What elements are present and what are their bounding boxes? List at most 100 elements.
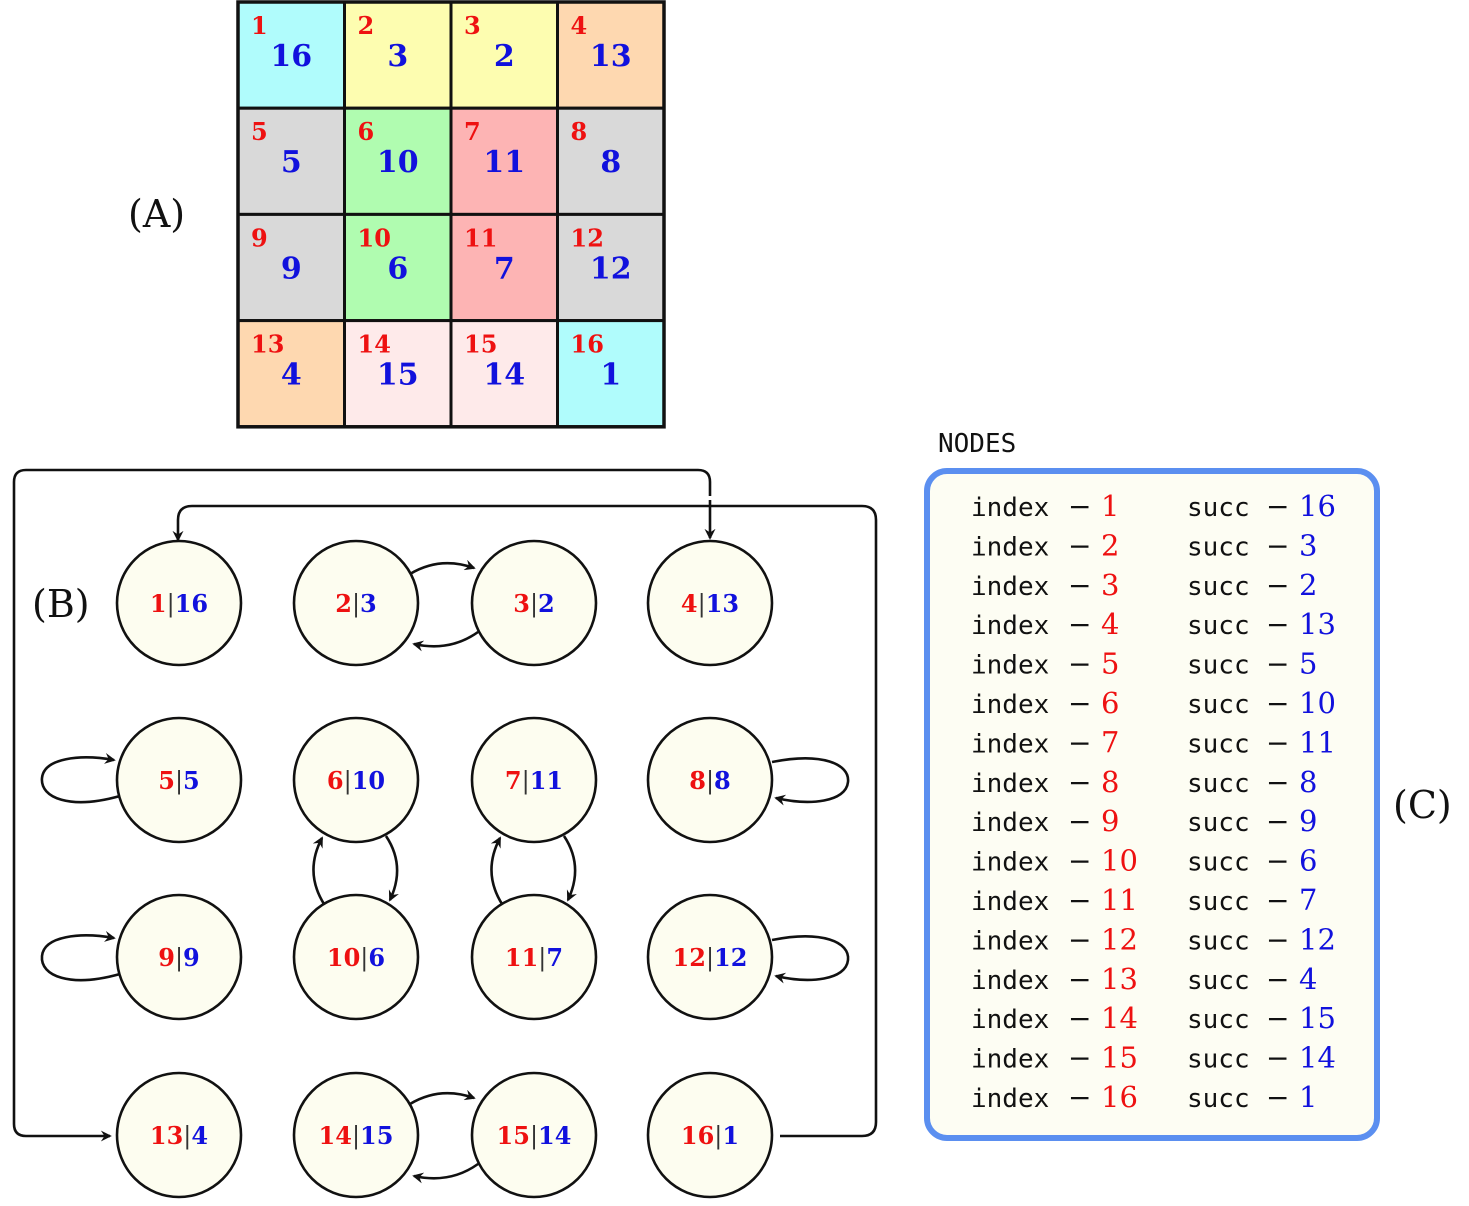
graph-node: 1|16 <box>117 541 241 665</box>
graph-node-label: 2|3 <box>335 589 377 619</box>
graph-node-succ: 8 <box>714 766 731 795</box>
table-index-value: 2 <box>1101 528 1119 562</box>
table-succ-value: 10 <box>1299 686 1336 720</box>
table-succ-word: succ <box>1187 808 1250 838</box>
graph-node-label: 14|15 <box>319 1121 394 1151</box>
graph-node-separator: | <box>522 767 530 796</box>
graph-node: 10|6 <box>294 895 418 1019</box>
table-succ-value: 5 <box>1299 647 1317 681</box>
graph-node: 13|4 <box>117 1073 241 1197</box>
graph-node-index: 6 <box>327 766 344 795</box>
graph-node-label: 9|9 <box>158 943 200 973</box>
grid-cell-value: 13 <box>590 39 632 74</box>
graph-node-separator: | <box>175 944 183 973</box>
table-dash: − <box>1266 490 1289 523</box>
grid-cell-index: 8 <box>571 117 588 146</box>
table-succ-value: 15 <box>1299 1001 1336 1035</box>
graph-node-index: 9 <box>158 943 175 972</box>
table-succ-word: succ <box>1187 848 1250 878</box>
graph-node: 16|1 <box>648 1073 772 1197</box>
table-dash: − <box>1068 845 1091 878</box>
table-index-word: index <box>971 690 1049 720</box>
graph-node-index: 2 <box>335 589 352 618</box>
graph-node-label: 7|11 <box>505 766 563 796</box>
graph-node-index: 13 <box>150 1121 183 1150</box>
nodes-title: NODES <box>938 429 1016 459</box>
graph-node-succ: 12 <box>714 943 747 972</box>
graph-node-separator: | <box>706 944 714 973</box>
grid-cell-index: 1 <box>251 11 268 40</box>
table-dash: − <box>1266 805 1289 838</box>
grid-cell: 99 <box>238 214 345 320</box>
table-index-value: 16 <box>1101 1080 1138 1114</box>
table-dash: − <box>1068 687 1091 720</box>
grid-cell-index: 3 <box>464 11 481 40</box>
table-succ-word: succ <box>1187 532 1250 562</box>
panel-a-label: (A) <box>128 192 185 236</box>
grid-cell-value: 8 <box>600 145 621 180</box>
grid-cell: 161 <box>558 321 665 427</box>
graph-node-separator: | <box>175 767 183 796</box>
grid-cell: 134 <box>238 321 345 427</box>
graph-node-succ: 2 <box>538 589 555 618</box>
grid-cell-index: 9 <box>251 223 268 252</box>
table-dash: − <box>1266 569 1289 602</box>
graph-node-index: 7 <box>505 766 522 795</box>
table-succ-value: 8 <box>1299 765 1317 799</box>
table-index-value: 1 <box>1101 489 1119 523</box>
graph-node: 7|11 <box>472 718 596 842</box>
edge-9-to-9 <box>42 935 120 980</box>
graph-node-index: 11 <box>505 943 538 972</box>
graph-node-index: 5 <box>158 766 175 795</box>
graph-node: 3|2 <box>472 541 596 665</box>
grid-cell-index: 10 <box>358 223 391 252</box>
graph-node-separator: | <box>352 590 360 619</box>
table-dash: − <box>1068 923 1091 956</box>
table-index-value: 8 <box>1101 765 1119 799</box>
table-succ-word: succ <box>1187 1084 1250 1114</box>
graph-node-index: 8 <box>689 766 706 795</box>
graph-node-label: 15|14 <box>497 1121 572 1151</box>
grid-cell-value: 3 <box>387 39 408 74</box>
table-index-word: index <box>971 966 1049 996</box>
grid-cell-value: 4 <box>281 358 302 393</box>
edge-11-to-7 <box>491 838 502 904</box>
table-dash: − <box>1266 1002 1289 1035</box>
grid-cell: 610 <box>345 108 452 214</box>
graph-node-separator: | <box>360 944 368 973</box>
table-index-value: 7 <box>1101 725 1119 759</box>
graph-node-label: 13|4 <box>150 1121 208 1151</box>
graph-node-separator: | <box>344 767 352 796</box>
edge-15-to-14 <box>414 1164 478 1178</box>
table-dash: − <box>1266 529 1289 562</box>
graph-node-label: 5|5 <box>158 766 200 796</box>
table-index-word: index <box>971 1045 1049 1075</box>
grid-cell: 413 <box>558 2 665 108</box>
grid-cell-value: 16 <box>270 39 312 74</box>
table-succ-value: 13 <box>1299 607 1336 641</box>
grid-cell-value: 7 <box>494 251 515 286</box>
table-succ-word: succ <box>1187 611 1250 641</box>
table-succ-value: 14 <box>1299 1041 1336 1075</box>
edge-2-to-3 <box>410 563 474 574</box>
edge-6-to-10 <box>386 836 397 900</box>
table-index-word: index <box>971 808 1049 838</box>
graph-node-separator: | <box>530 1122 538 1151</box>
table-succ-word: succ <box>1187 887 1250 917</box>
table-index-word: index <box>971 572 1049 602</box>
table-dash: − <box>1068 608 1091 641</box>
graph-node-succ: 6 <box>368 943 385 972</box>
table-succ-word: succ <box>1187 966 1250 996</box>
graph-node-label: 4|13 <box>681 589 739 619</box>
table-succ-word: succ <box>1187 729 1250 759</box>
table-succ-value: 1 <box>1299 1080 1317 1114</box>
grid-cell-value: 10 <box>377 145 419 180</box>
graph-node-succ: 16 <box>175 589 208 618</box>
graph-node-label: 10|6 <box>327 943 385 973</box>
graph-node: 9|9 <box>117 895 241 1019</box>
grid-cell-index: 16 <box>571 330 604 359</box>
table-dash: − <box>1068 490 1091 523</box>
graph-node-separator: | <box>706 767 714 796</box>
grid-cell-index: 6 <box>358 117 375 146</box>
grid-cell: 88 <box>558 108 665 214</box>
